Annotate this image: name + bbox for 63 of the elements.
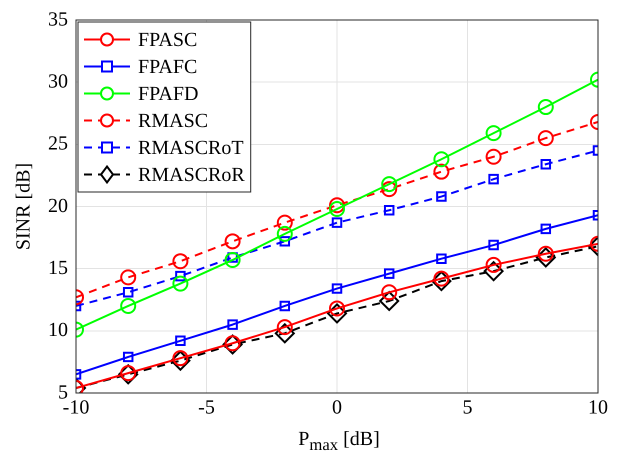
point <box>436 191 447 202</box>
y-tick-label: 15 <box>48 256 68 279</box>
y-tick-label: 30 <box>48 70 68 92</box>
legend-label: RMASCRoT <box>138 136 244 159</box>
point <box>120 269 136 286</box>
point <box>488 240 499 250</box>
point <box>329 200 345 217</box>
point <box>379 290 400 311</box>
legend-label: FPAFD <box>138 82 198 105</box>
point <box>433 151 450 168</box>
point <box>222 334 243 355</box>
point <box>224 233 241 250</box>
point <box>538 99 554 116</box>
point <box>381 176 398 192</box>
point <box>175 336 186 346</box>
legend-label: RMASCRoR <box>138 164 246 186</box>
point <box>540 224 552 234</box>
point <box>332 283 342 294</box>
point <box>172 253 188 270</box>
legend-label: FPAFC <box>138 56 198 78</box>
point <box>384 204 394 216</box>
point <box>436 253 447 264</box>
y-tick-label: 10 <box>48 319 68 342</box>
point <box>274 323 295 344</box>
point <box>536 247 556 268</box>
point <box>175 270 186 282</box>
point <box>431 271 452 292</box>
point <box>329 197 345 214</box>
point <box>276 226 293 242</box>
point <box>384 268 394 279</box>
point <box>172 276 188 292</box>
point <box>381 284 398 300</box>
point <box>486 148 502 165</box>
point <box>122 287 134 298</box>
point <box>327 303 347 324</box>
y-axis-title: SINR [dB] <box>12 162 34 250</box>
point <box>484 261 504 282</box>
point <box>224 252 241 268</box>
point <box>486 125 502 142</box>
x-axis-title: P$_{max}$ [dB] <box>297 428 381 455</box>
legend-label: FPASC <box>138 28 198 51</box>
x-tick-label: 10 <box>588 396 608 418</box>
y-tick-label: 5 <box>58 381 68 404</box>
point <box>120 298 136 314</box>
point <box>227 319 238 330</box>
x-tick-label: 0 <box>332 396 342 418</box>
y-tick-label: 20 <box>48 194 68 217</box>
point <box>122 352 134 362</box>
legend-label: RMASC <box>138 110 208 132</box>
point <box>276 214 293 231</box>
point <box>280 300 290 312</box>
point <box>332 217 342 228</box>
point <box>170 350 190 371</box>
point <box>433 164 450 180</box>
x-tick-label: -5 <box>198 396 215 418</box>
point <box>540 158 552 170</box>
point <box>280 236 290 247</box>
y-tick-label: 25 <box>48 132 68 155</box>
point <box>538 130 554 146</box>
y-tick-label: 35 <box>48 8 68 30</box>
point <box>381 181 398 198</box>
point <box>488 174 499 184</box>
x-tick-label: 5 <box>462 396 472 418</box>
